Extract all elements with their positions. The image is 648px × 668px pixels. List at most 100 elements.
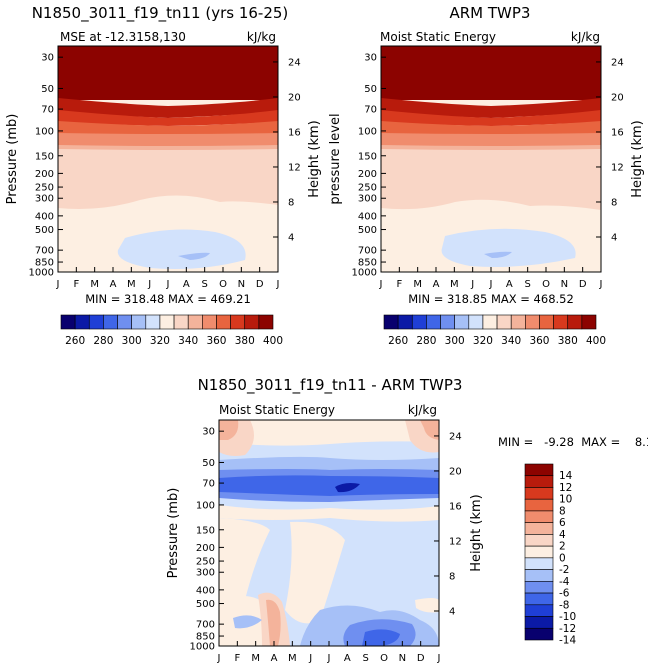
colorbar-swatch	[553, 314, 569, 330]
y-tick-label: 150	[358, 151, 377, 162]
colorbar-swatch	[524, 545, 554, 559]
colorbar-label: 320	[150, 335, 170, 347]
panel-subtitle-left: MSE at -12.3158,130	[60, 30, 186, 44]
x-tick-label: M	[90, 279, 99, 290]
y-tick-label: 200	[35, 169, 54, 180]
colorbar-swatch	[145, 314, 161, 330]
x-tick-label: J	[379, 279, 383, 290]
x-tick-label: D	[256, 279, 264, 290]
colorbar-swatch	[524, 534, 554, 547]
y-tick-label: 850	[196, 632, 215, 643]
colorbar: 260 280 300 320 340 360 380 400	[60, 314, 283, 347]
min-max-stats: MIN = 318.85 MAX = 468.52	[408, 292, 574, 306]
colorbar: 260 280 300 320 340 360 380 400	[383, 314, 606, 347]
panel-units: kJ/kg	[247, 30, 276, 44]
x-tick-label: J	[470, 279, 474, 290]
panel-model: N1850_3011_f19_tn11 (yrs 16-25) MSE at -…	[5, 4, 322, 347]
colorbar-swatch	[482, 314, 498, 330]
y2-axis-label: Height (km)	[469, 494, 484, 571]
y-tick-label: 250	[35, 183, 54, 194]
x-tick-label: J	[166, 279, 170, 290]
min-max-stats: MIN = 318.48 MAX = 469.21	[85, 292, 251, 306]
colorbar-swatch	[539, 314, 554, 330]
colorbar-swatch	[426, 314, 441, 330]
y2-tick-label: 8	[611, 197, 617, 208]
colorbar-label: 380	[235, 335, 255, 347]
y2-tick-label: 24	[288, 57, 301, 68]
colorbar-label: -6	[559, 588, 570, 600]
y-tick-label: 500	[196, 599, 215, 610]
colorbar-swatch	[496, 314, 512, 330]
colorbar-label: 300	[122, 335, 142, 347]
x-tick-label: M	[413, 279, 422, 290]
y-axis-right: 24 20 16 12 8 4	[596, 57, 624, 243]
x-tick-label: J	[147, 279, 151, 290]
colorbar-swatch	[383, 314, 399, 330]
colorbar-label: -4	[559, 576, 570, 588]
y-tick-label: 700	[35, 246, 54, 257]
colorbar-label: 260	[65, 335, 85, 347]
y2-tick-label: 12	[611, 162, 624, 173]
colorbar-swatch	[468, 314, 484, 330]
x-tick-label: A	[110, 279, 117, 290]
colorbar-label: 8	[559, 505, 566, 517]
x-tick-label: F	[234, 653, 240, 664]
y-tick-label: 850	[35, 258, 54, 269]
y2-tick-label: 8	[288, 197, 294, 208]
panel-difference: N1850_3011_f19_tn11 - ARM TWP3 Moist Sta…	[166, 376, 648, 664]
y-tick-label: 30	[364, 53, 377, 64]
y-tick-label: 100	[196, 500, 215, 511]
panel-units: kJ/kg	[408, 403, 437, 417]
colorbar-swatch	[524, 604, 554, 617]
colorbar-swatch	[524, 522, 554, 535]
panel-units: kJ/kg	[571, 30, 600, 44]
y-tick-label: 50	[364, 84, 377, 95]
x-tick-label: D	[579, 279, 587, 290]
panel-title: N1850_3011_f19_tn11 (yrs 16-25)	[32, 4, 289, 23]
y2-tick-label: 16	[449, 501, 462, 512]
y-tick-label: 30	[202, 427, 215, 438]
colorbar-swatch	[524, 557, 554, 570]
colorbar-label: 360	[529, 335, 549, 347]
min-max-stats: MIN = -9.28 MAX = 8.14	[498, 435, 648, 449]
y2-tick-label: 16	[611, 127, 624, 138]
colorbar-label: -8	[559, 599, 569, 611]
y-tick-label: 300	[358, 194, 377, 205]
colorbar-swatch	[131, 314, 147, 330]
x-tick-label: F	[396, 279, 402, 290]
y-tick-label: 100	[358, 126, 377, 137]
y2-tick-label: 4	[288, 232, 294, 243]
x-tick-label: A	[271, 653, 278, 664]
y-tick-label: 300	[196, 568, 215, 579]
colorbar-swatch	[117, 314, 132, 330]
y-axis-right: 24 20 16 12 8 4	[434, 431, 462, 617]
y-tick-label: 50	[202, 458, 215, 469]
panel-subtitle-left: Moist Static Energy	[380, 30, 496, 44]
y-tick-label: 700	[358, 246, 377, 257]
x-tick-label: S	[201, 279, 207, 290]
y-tick-label: 1000	[352, 268, 377, 279]
colorbar-swatch	[159, 314, 175, 330]
x-tick-label: F	[73, 279, 79, 290]
y-tick-label: 50	[41, 84, 54, 95]
colorbar-swatch	[258, 314, 274, 330]
colorbar-label: 320	[473, 335, 493, 347]
colorbar-swatch	[440, 314, 455, 330]
colorbar-label: 340	[178, 335, 198, 347]
colorbar-label: -12	[559, 623, 576, 635]
colorbar-swatch	[524, 475, 554, 488]
y2-tick-label: 4	[611, 232, 617, 243]
colorbar-label: 280	[93, 335, 113, 347]
y2-tick-label: 4	[449, 606, 455, 617]
x-tick-label: M	[288, 653, 297, 664]
colorbar-swatch	[524, 581, 554, 594]
x-tick-label: N	[238, 279, 245, 290]
colorbar-label: 280	[416, 335, 436, 347]
contour-field	[219, 420, 439, 646]
colorbar-label: 340	[501, 335, 521, 347]
y-tick-label: 400	[35, 211, 54, 222]
